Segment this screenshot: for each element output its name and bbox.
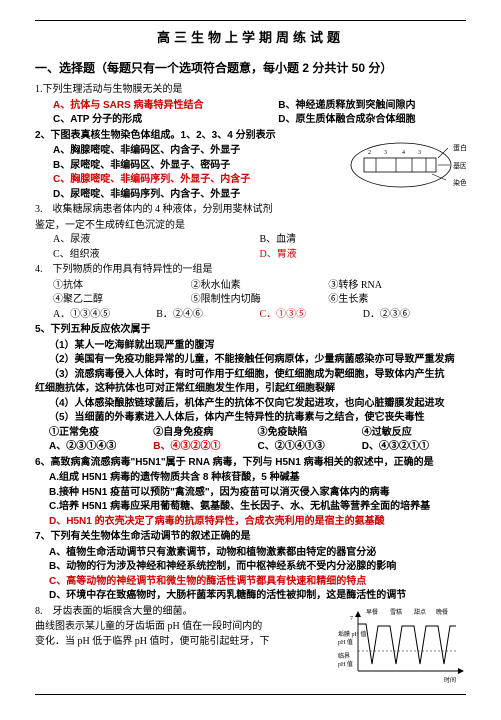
q3-B: B、血清 <box>260 233 467 248</box>
q4-o6: ⑥生长素 <box>328 293 466 308</box>
q5-l5: （5）当细菌的外毒素进入人体后，体内产生特异性的抗毒素与之结合，使它丧失毒性 <box>35 411 466 426</box>
q4-o2: ②秋水仙素 <box>191 279 329 294</box>
svg-text:pH 值: pH 值 <box>338 638 353 646</box>
q1-A: A、抗体与 SARS 病毒特异性结合 <box>53 99 278 114</box>
ph-chart: 7 早餐 雪糕 甜点 晚餐 垢膜 pH 值 pH 值 临界 pH 值 时间 <box>336 606 466 686</box>
q4-o4: ④聚乙二醇 <box>53 293 191 308</box>
svg-text:时间: 时间 <box>444 676 456 684</box>
svg-text:基因: 基因 <box>453 161 466 170</box>
q4-A: A．①③④⑤ <box>53 308 156 323</box>
svg-text:临界: 临界 <box>338 652 350 660</box>
q5-C: C、②①④①③ <box>258 440 362 455</box>
q5-l3: （3）流感病毒侵入人体时，有时可作用于红细胞，使红细胞成为靶细胞，导致体内产生抗 <box>35 368 466 383</box>
q1-stem: 1.下列生理活动与生物膜无关的是 <box>35 83 466 98</box>
q1-C: C、ATP 分子的形成 <box>53 113 278 128</box>
q7-B: B、动物的行为涉及神经和神经系统控制，而中枢神经系统不受内分泌腺的影响 <box>35 560 466 575</box>
svg-text:2: 2 <box>368 150 371 156</box>
chromosome-diagram: 蛋白质 基因 染色体 2 3 4 3 <box>346 130 466 200</box>
q5-B: B、④③②②① <box>153 440 257 455</box>
q1-B: B、神经递质释放到突触间隙内 <box>278 99 466 114</box>
q4-B: B．②④⑥ <box>156 308 259 323</box>
svg-text:蛋白质: 蛋白质 <box>453 143 466 152</box>
q4-C: C．①③⑤ <box>260 308 363 323</box>
q4-stem: 4. 下列物质的作用具有特异性的一组是 <box>35 263 466 278</box>
q5-c2: ②自身免疫病 <box>153 426 257 441</box>
q7-C: C、高等动物的神经调节和微生物的酶活性调节都具有快速和精细的特点 <box>35 575 466 590</box>
svg-text:pH 值: pH 值 <box>338 660 353 668</box>
q4-o3: ③转移 RNA <box>328 279 466 294</box>
section-heading: 一、选择题（每题只有一个选项符合题意，每小题 2 分共计 50 分） <box>35 60 466 77</box>
q3-D: D、胃液 <box>260 248 467 263</box>
q7-A: A、植物生命活动调节只有激素调节，动物和植物激素都由特定的器官分泌 <box>35 546 466 561</box>
svg-text:甜点: 甜点 <box>414 608 426 616</box>
q4-D: D．②③⑥ <box>363 308 466 323</box>
q5-l3b: 红细胞抗体，这种抗体也可对正常红细胞发生作用，引起红细胞裂解 <box>35 382 466 397</box>
q5-l2: （2）美国有一免疫功能异常的儿童，不能接触任何病原体，少量病菌感染亦可导致严重发… <box>35 353 466 368</box>
q5-l4: （4）人体感染酿脓链球菌后，机体产生的抗体不仅向它发起进攻，也向心脏瓣膜发起进攻 <box>35 397 466 412</box>
svg-text:染色体: 染色体 <box>453 178 466 187</box>
q6-A: A.组成 H5N1 病毒的遗传物质共含 8 种核苷酸，5 种碱基 <box>35 471 466 486</box>
q6-B: B.接种 H5N1 疫苗可以预防"禽流感"，因为疫苗可以消灭侵入家禽体内的病毒 <box>35 486 466 501</box>
q5-c3: ③免疫缺陷 <box>258 426 362 441</box>
q5-l1: （1）某人一吃海鲜就出现严重的腹泻 <box>35 339 466 354</box>
exam-title: 高三生物上学期周练试题 <box>35 29 466 48</box>
q6-stem: 6、高致病禽流感病毒"H5N1"属于 RNA 病毒，下列与 H5N1 病毒相关的… <box>35 456 466 471</box>
q7-D: D、环境中存在致癌物时，大肠杆菌苯丙乳糖酶的活性被抑制，这是酶活性的调节 <box>35 589 466 604</box>
q3-stem: 3. 收集糖尿病患者体内的 4 种液体，分别用斐林试剂 <box>35 203 466 218</box>
q5-c1: ①正常免疫 <box>49 426 153 441</box>
q5-A: A、②③①④③ <box>49 440 153 455</box>
svg-text:3: 3 <box>384 150 387 156</box>
q5-D: D、④③②①① <box>362 440 466 455</box>
q1-D: D、原生质体融合成杂合体细胞 <box>278 113 466 128</box>
q7-stem: 7、下列有关生物体生命活动调节的叙述正确的是 <box>35 530 466 545</box>
q5-stem: 5、下列五种反应依次属于 <box>35 323 466 338</box>
q6-D: D、H5N1 的衣壳决定了病毒的抗原特异性，合成衣壳利用的是宿主的氨基酸 <box>35 515 466 530</box>
svg-text:垢膜 pH 值: 垢膜 pH 值 <box>338 630 366 638</box>
q4-o5: ⑤限制性内切酶 <box>191 293 329 308</box>
svg-text:4: 4 <box>402 150 405 156</box>
q3-stem2: 鉴定，一定不生成砖红色沉淀的是 <box>35 219 466 234</box>
svg-text:雪糕: 雪糕 <box>390 608 402 616</box>
q3-A: A、尿液 <box>53 233 260 248</box>
q5-c4: ④过敏反应 <box>362 426 466 441</box>
svg-text:3: 3 <box>418 150 421 156</box>
q4-o1: ①抗体 <box>53 279 191 294</box>
svg-text:早餐: 早餐 <box>366 608 378 616</box>
q3-C: C、组织液 <box>53 248 260 263</box>
svg-text:晚餐: 晚餐 <box>436 608 448 616</box>
svg-text:7: 7 <box>350 616 353 622</box>
q6-C: C.培养 H5N1 病毒应采用葡萄糖、氨基酸、生长因子、水、无机盐等营养全面的培… <box>35 500 466 515</box>
